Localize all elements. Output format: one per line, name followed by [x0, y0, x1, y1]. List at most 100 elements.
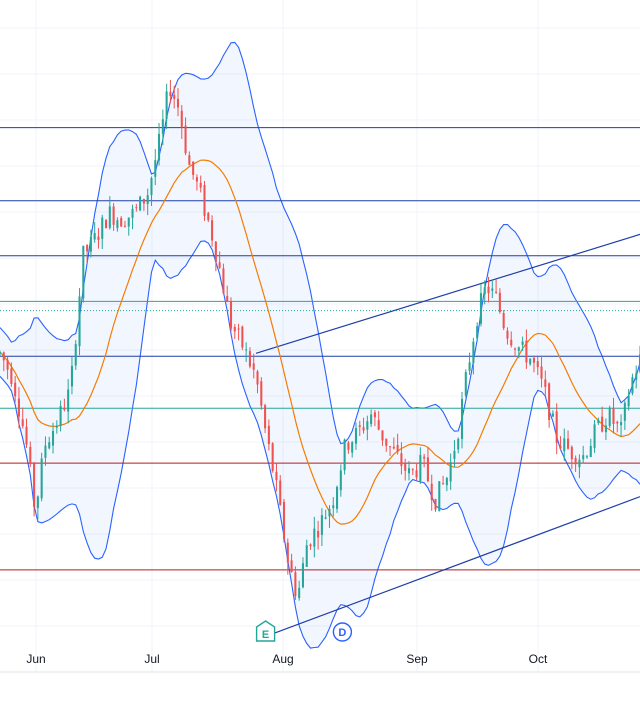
candle-body: [70, 365, 73, 387]
candle-body: [358, 425, 361, 427]
candle-body: [570, 446, 573, 460]
trend-channel-upper-line: [255, 233, 640, 354]
earnings-marker-icon: [255, 620, 276, 642]
candle-body: [616, 421, 619, 424]
trend-channel-layer: [255, 233, 640, 641]
candle-body: [248, 351, 251, 367]
candle-body: [82, 245, 85, 299]
candle-body: [222, 268, 225, 294]
candle-body: [638, 354, 640, 372]
candle-body: [142, 198, 145, 204]
candle-body: [241, 326, 244, 348]
candle-body: [78, 296, 81, 347]
candle-body: [74, 344, 77, 366]
candle-body: [510, 339, 513, 346]
candle-body: [589, 445, 592, 458]
candle-body: [513, 348, 517, 350]
candle-body: [563, 438, 566, 452]
candle-body: [211, 220, 214, 241]
candle-body: [366, 421, 369, 430]
candle-body: [612, 407, 615, 424]
candle-body: [180, 110, 183, 127]
candle-body: [0, 352, 2, 354]
candle-body: [199, 182, 202, 188]
candle-body: [245, 349, 248, 351]
candle-body: [411, 469, 414, 471]
candle-body: [370, 414, 373, 425]
candle-body: [525, 340, 528, 363]
candle-body: [354, 428, 358, 444]
candle-body: [377, 420, 380, 430]
candle-body: [36, 496, 39, 509]
candle-body: [582, 455, 585, 460]
candle-body: [381, 430, 384, 441]
candle-body: [578, 459, 581, 468]
dividend-marker-label: D: [338, 627, 346, 639]
candle-body: [631, 377, 634, 394]
candle-layer: [0, 80, 640, 601]
candle-body: [309, 544, 312, 547]
candle-body: [506, 330, 509, 339]
candle-body: [423, 456, 426, 459]
candle-body: [229, 301, 233, 329]
candle-body: [324, 517, 327, 519]
candle-body: [150, 178, 153, 196]
candle-body: [532, 357, 535, 363]
dividend-marker-icon: [332, 622, 353, 642]
candle-body: [146, 195, 149, 205]
candle-body: [25, 426, 28, 445]
candle-body: [623, 402, 626, 421]
candle-body: [464, 372, 467, 396]
candle-body: [476, 326, 479, 339]
candle-body: [483, 287, 486, 295]
candle-body: [438, 481, 441, 512]
candle-body: [540, 366, 543, 379]
bollinger-band-layer: [0, 41, 640, 649]
moving-average-line: [0, 159, 640, 525]
candle-body: [63, 407, 66, 410]
candle-body: [597, 420, 600, 424]
candle-body: [567, 438, 570, 449]
candle-body: [487, 286, 490, 294]
candle-body: [89, 236, 92, 252]
candle-body: [271, 443, 274, 471]
candle-body: [173, 94, 176, 99]
candle-body: [347, 442, 350, 450]
time-axis: Jun Jul Aug Sep Oct: [0, 652, 640, 673]
candle-body: [601, 416, 604, 432]
moving-average-layer: [0, 159, 640, 525]
candle-body: [294, 572, 297, 597]
candle-body: [51, 431, 55, 446]
trend-channel-lower-line: [255, 496, 640, 641]
candle-body: [627, 396, 630, 407]
candle-body: [2, 352, 5, 361]
candle-body: [434, 499, 437, 510]
candle-body: [218, 262, 221, 268]
candle-body: [544, 379, 547, 387]
candle-body: [161, 119, 164, 134]
candle-body: [55, 425, 58, 428]
candle-body: [517, 347, 520, 351]
candle-body: [275, 471, 278, 481]
candle-body: [264, 405, 267, 429]
candle-body: [123, 225, 127, 227]
candle-body: [415, 470, 418, 478]
candle-body: [127, 217, 130, 227]
candle-body: [373, 412, 376, 418]
candle-body: [226, 296, 229, 302]
candle-body: [305, 545, 308, 567]
candle-body: [453, 450, 456, 459]
candle-body: [48, 442, 51, 449]
candle-body: [176, 98, 180, 108]
candle-body: [139, 196, 142, 211]
candle-body: [529, 358, 532, 365]
candle-body: [158, 133, 161, 161]
candle-body: [351, 442, 354, 453]
candle-body: [385, 438, 388, 446]
candle-body: [214, 241, 217, 263]
candle-body: [17, 398, 20, 417]
candle-body: [120, 218, 123, 227]
x-tick-label: Aug: [272, 652, 293, 666]
